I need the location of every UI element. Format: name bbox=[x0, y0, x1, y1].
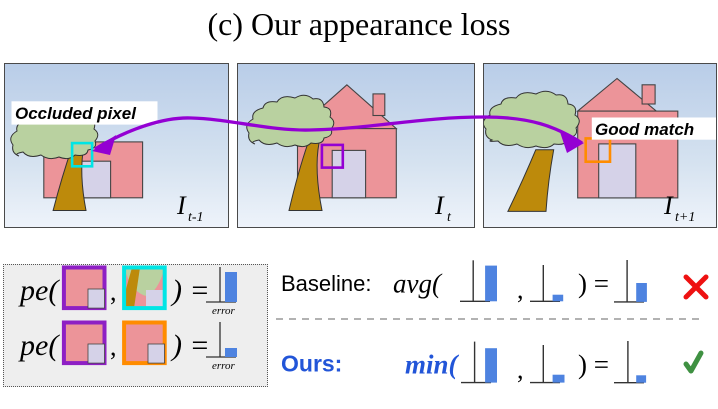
svg-text:) =: ) = bbox=[170, 274, 210, 307]
svg-text:pe(: pe( bbox=[18, 274, 60, 307]
svg-text:pe(: pe( bbox=[18, 329, 60, 362]
svg-text:,: , bbox=[517, 355, 524, 384]
svg-text:,: , bbox=[517, 275, 524, 304]
svg-text:,: , bbox=[110, 277, 117, 306]
svg-text:,: , bbox=[110, 332, 117, 361]
svg-text:) =: ) = bbox=[578, 349, 609, 379]
svg-text:Baseline:: Baseline: bbox=[281, 271, 372, 296]
svg-text:Ours:: Ours: bbox=[281, 350, 342, 376]
svg-text:error: error bbox=[212, 360, 236, 372]
svg-text:error: error bbox=[212, 305, 236, 317]
svg-text:) =: ) = bbox=[170, 329, 210, 362]
svg-text:min(: min( bbox=[405, 349, 460, 379]
svg-text:avg(: avg( bbox=[393, 269, 443, 299]
svg-text:) =: ) = bbox=[578, 269, 609, 299]
